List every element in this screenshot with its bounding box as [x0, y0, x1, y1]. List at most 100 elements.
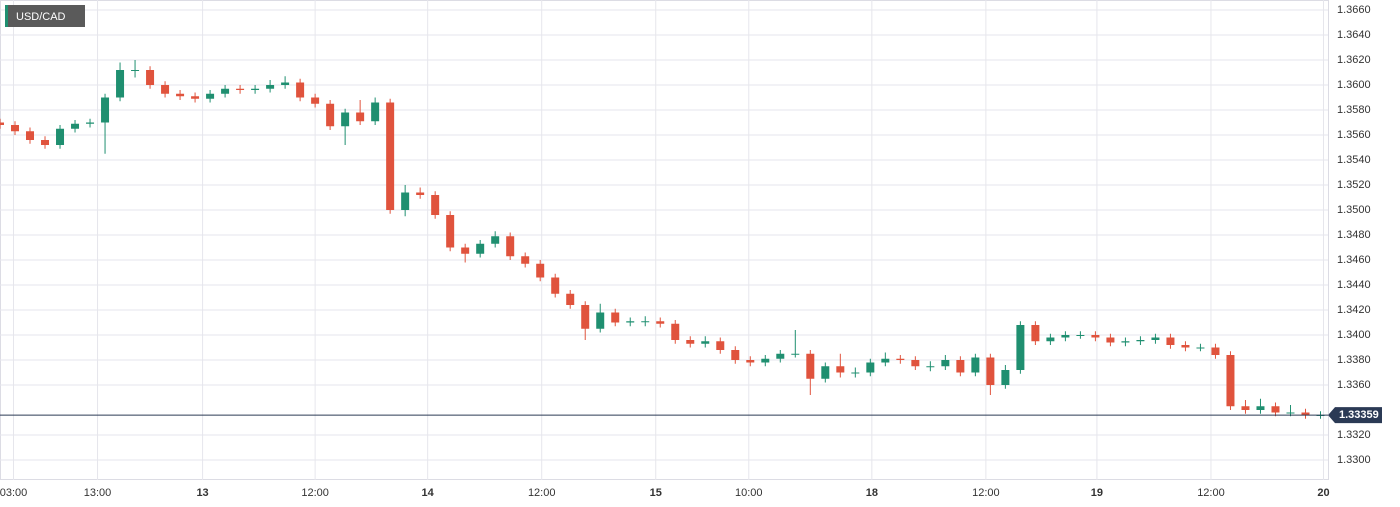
chart-title: USD/CAD [16, 11, 66, 23]
labels: 1.3300 1.3320 1.3360 1.3380 1.3400 1.3420 1.34… [0, 4, 1382, 499]
candle-body [596, 312, 605, 329]
candle-body [191, 96, 200, 99]
y-tick-label: 1.3640 [1337, 29, 1371, 41]
last-price-label: 1.33359 [1339, 409, 1379, 421]
candle-body [281, 82, 290, 85]
candle-body [236, 88, 245, 90]
candle-body [1016, 325, 1025, 370]
candle-body [1061, 335, 1070, 338]
candle-body [0, 122, 4, 125]
candle-body [341, 112, 350, 127]
candle-body [371, 102, 380, 122]
candle-body [146, 70, 155, 85]
candle-body [446, 215, 455, 248]
candle-body [551, 277, 560, 294]
candle-body [1106, 337, 1115, 343]
x-tick-label: 12:00 [528, 487, 556, 499]
y-tick-label: 1.3660 [1337, 4, 1371, 16]
candle-body [476, 243, 485, 254]
candle-body [1181, 345, 1190, 348]
x-tick-label: 13 [196, 487, 208, 499]
candle-body [1226, 355, 1235, 407]
candle-body [26, 131, 35, 140]
candle-body [716, 341, 725, 350]
candle-body [641, 321, 650, 323]
candle-body [1271, 406, 1280, 413]
candle-body [566, 293, 575, 305]
grid [0, 0, 1328, 480]
candle-body [101, 97, 110, 123]
candle-body [1301, 412, 1310, 415]
candle-body [836, 366, 845, 373]
x-tick-label: 15 [650, 487, 662, 499]
y-tick-label: 1.3580 [1337, 104, 1371, 116]
candle-body [176, 93, 185, 97]
y-tick-label: 1.3460 [1337, 254, 1371, 266]
candle-body [491, 236, 500, 244]
candle-body [941, 360, 950, 367]
last-price-tag [1328, 407, 1382, 424]
x-tick-label: 19 [1091, 487, 1103, 499]
candle-body [116, 70, 125, 98]
candle-body [1241, 406, 1250, 410]
candle-body [791, 353, 800, 355]
candle-body [86, 122, 95, 124]
y-tick-label: 1.3480 [1337, 229, 1371, 241]
candle-body [1211, 347, 1220, 355]
y-tick-label: 1.3500 [1337, 204, 1371, 216]
candle-body [1166, 337, 1175, 345]
candle-body [806, 353, 815, 379]
candle-body [131, 70, 140, 71]
x-tick-label: 18 [866, 487, 878, 499]
candle-body [1151, 337, 1160, 340]
candle-body [506, 236, 515, 257]
candle-body [461, 247, 470, 254]
candle-body [296, 82, 305, 98]
y-tick-label: 1.3560 [1337, 129, 1371, 141]
candle-body [761, 358, 770, 363]
candle-body [161, 85, 170, 94]
candle-body [821, 366, 830, 379]
candle-body [221, 88, 230, 94]
x-tick-label: 20 [1317, 487, 1329, 499]
y-tick-label: 1.3400 [1337, 329, 1371, 341]
candle-body [1046, 337, 1055, 342]
x-tick-label: 12:00 [301, 487, 329, 499]
candle-body [701, 341, 710, 344]
candle-body [11, 125, 20, 132]
candle-body [206, 93, 215, 99]
y-tick-label: 1.3360 [1337, 379, 1371, 391]
title-box [5, 5, 85, 27]
candle-body [971, 357, 980, 373]
y-tick-label: 1.3520 [1337, 179, 1371, 191]
candle-body [1196, 347, 1205, 349]
candle-body [401, 192, 410, 210]
y-tick-label: 1.3440 [1337, 279, 1371, 291]
candle-body [1286, 412, 1295, 414]
candle-body [1256, 406, 1265, 410]
candle-body [41, 140, 50, 145]
candle-body [881, 358, 890, 363]
candle-body [776, 353, 785, 359]
x-tick-label: 12:00 [1197, 487, 1225, 499]
candles [0, 60, 1328, 419]
candle-body [1031, 325, 1040, 342]
x-tick-label: 10:00 [735, 487, 763, 499]
candle-body [416, 192, 425, 195]
candle-body [1136, 340, 1145, 342]
x-tick-label: 12:00 [972, 487, 1000, 499]
candle-body [896, 358, 905, 360]
candle-body [626, 321, 635, 323]
candle-body [1001, 370, 1010, 385]
candle-body [326, 103, 335, 127]
y-tick-label: 1.3620 [1337, 54, 1371, 66]
plot-area [0, 0, 1329, 480]
candle-body [731, 350, 740, 360]
x-tick-label: 03:00 [0, 487, 27, 499]
y-tick-label: 1.3600 [1337, 79, 1371, 91]
candle-body [251, 88, 260, 90]
candle-body [746, 360, 755, 363]
candle-body [671, 323, 680, 340]
candle-body [356, 112, 365, 122]
